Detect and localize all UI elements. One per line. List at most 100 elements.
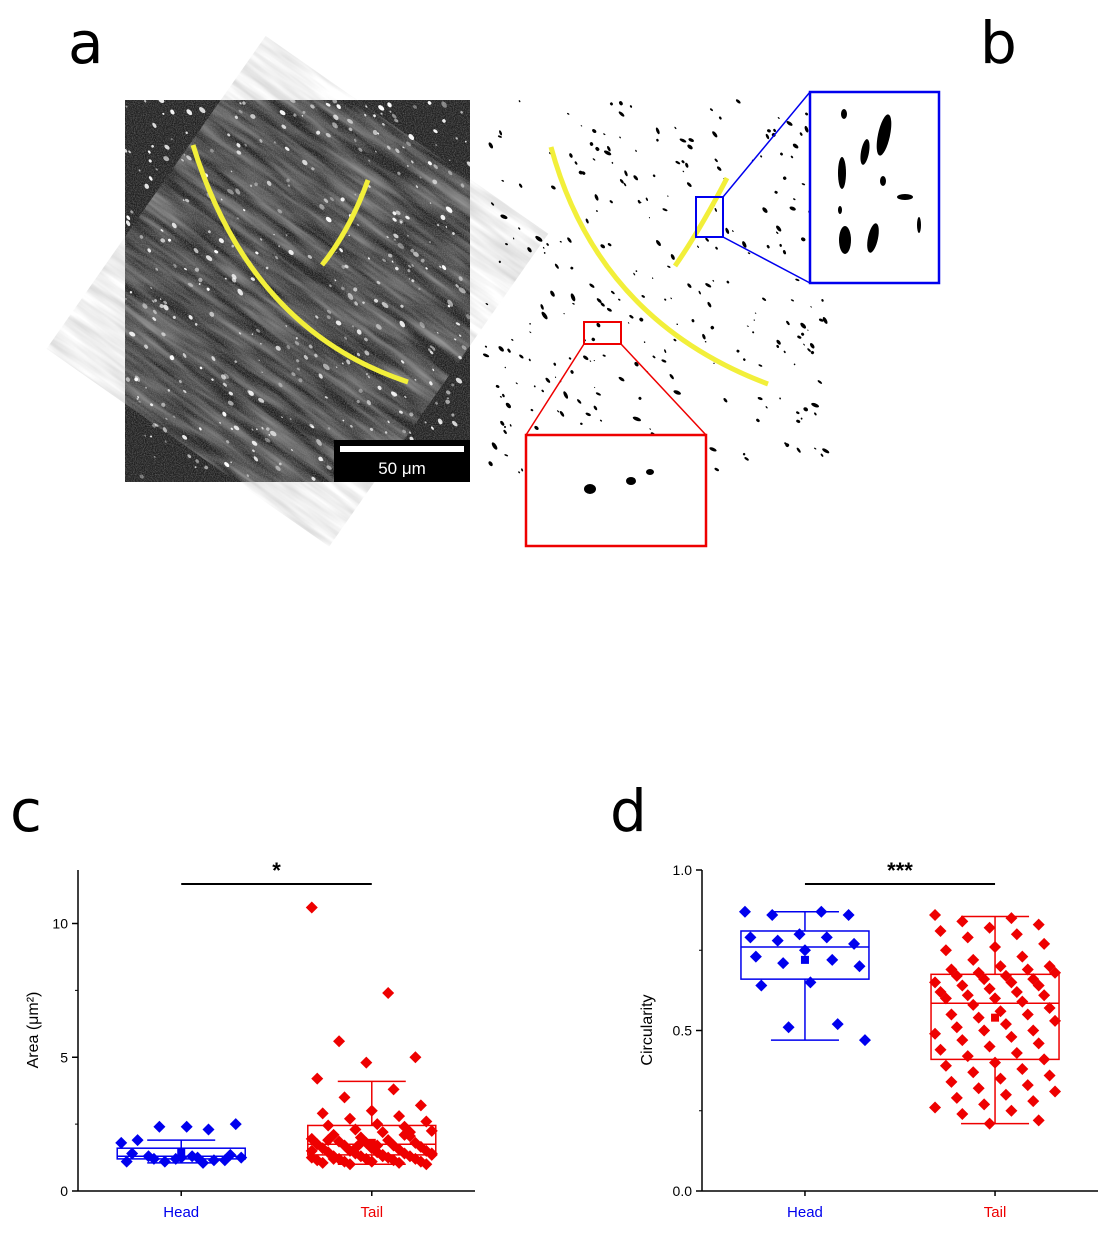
segmented-particle — [698, 290, 701, 295]
bright-spot — [326, 315, 331, 320]
bright-spot — [447, 170, 453, 176]
segmented-particle — [566, 112, 570, 115]
segmented-particle — [611, 290, 615, 295]
data-point-tail — [1016, 995, 1029, 1008]
segmented-particle — [641, 295, 645, 298]
segmented-particle — [648, 217, 650, 219]
bright-spot — [394, 118, 399, 123]
data-point-tail — [327, 1152, 340, 1165]
bright-spot — [185, 131, 188, 135]
segmented-particle — [822, 317, 828, 324]
segmented-particle — [540, 304, 544, 310]
bright-spot — [358, 147, 363, 152]
data-point-tail — [311, 1072, 324, 1085]
bright-spot — [368, 159, 371, 162]
bright-spot — [289, 418, 292, 421]
bright-spot — [236, 217, 239, 220]
data-point-tail — [1027, 1095, 1040, 1108]
segmented-particle — [757, 396, 763, 401]
bright-spot — [408, 278, 411, 280]
data-point-tail — [989, 992, 1002, 1005]
bright-spot — [351, 325, 354, 328]
data-point-tail — [961, 1050, 974, 1063]
bright-spot — [255, 251, 259, 255]
segmented-particle — [736, 349, 740, 353]
category-label-head: Head — [163, 1204, 199, 1221]
bright-spot — [428, 241, 432, 244]
segmented-particle — [675, 161, 681, 165]
bright-spot — [238, 332, 242, 335]
segmented-particle — [515, 382, 518, 385]
bright-spot — [153, 455, 156, 458]
segmented-particle — [609, 102, 613, 106]
segmented-particle — [664, 349, 667, 354]
data-point-tail — [1005, 912, 1018, 925]
bright-spot — [182, 435, 188, 440]
segmented-particle — [651, 277, 654, 279]
data-point-head — [804, 976, 817, 989]
segmented-particle — [742, 241, 747, 248]
data-point-tail — [956, 1034, 969, 1047]
bright-spot — [209, 148, 214, 153]
bright-spot — [310, 104, 315, 109]
category-label-head: Head — [787, 1204, 823, 1221]
data-point-tail — [360, 1056, 373, 1069]
segmented-particle — [574, 161, 578, 165]
segmented-particle — [570, 266, 574, 270]
bright-spot — [408, 133, 415, 141]
bright-spot — [346, 359, 351, 365]
bright-spot — [194, 267, 200, 272]
segmented-particle — [799, 132, 803, 136]
segmented-particle — [673, 390, 681, 395]
bright-spot — [458, 355, 462, 360]
bright-spot — [387, 253, 393, 258]
segmented-particle — [795, 278, 800, 282]
bright-spot — [294, 341, 300, 346]
bright-spot — [301, 115, 304, 117]
yellow-trace-long-b — [548, 146, 769, 387]
bright-spot — [275, 345, 281, 351]
segmented-particle — [758, 364, 763, 367]
segmented-particle — [607, 145, 611, 152]
bright-spot — [339, 248, 343, 253]
bright-spot — [139, 474, 145, 479]
segmentation-map — [482, 90, 941, 548]
bright-spot — [398, 410, 403, 414]
bright-spot — [138, 400, 141, 403]
data-point-head — [153, 1120, 166, 1133]
bright-spot — [258, 359, 260, 362]
panel-label-d: d — [610, 777, 647, 845]
segmented-particle — [511, 338, 514, 341]
segmented-particle — [762, 297, 767, 301]
segmented-particle — [634, 361, 639, 367]
segmented-particle — [535, 235, 543, 242]
segmented-particle — [518, 227, 521, 230]
bright-spot — [464, 140, 467, 143]
segmented-particle — [609, 200, 613, 204]
bright-spot — [327, 427, 331, 430]
segmented-particle — [528, 358, 531, 362]
bright-spot — [445, 399, 450, 404]
bright-spot — [278, 382, 283, 388]
segmented-particle — [801, 183, 806, 186]
segmented-particle — [713, 362, 715, 365]
segmented-particle — [624, 170, 628, 177]
data-point-tail — [950, 969, 963, 982]
data-point-tail — [305, 901, 318, 914]
segmented-particle — [593, 405, 598, 411]
data-point-head — [744, 931, 757, 944]
bright-spot — [126, 215, 131, 220]
bright-spot — [367, 257, 370, 260]
segmented-particle — [583, 355, 589, 361]
bright-spot — [291, 372, 296, 377]
chart-d: Circularity 0.0 0.5 1.0 Head Tail *** — [639, 858, 1098, 1221]
bright-spot — [335, 320, 342, 326]
bright-spot — [353, 138, 357, 143]
bright-spot — [145, 386, 148, 389]
segmented-particle — [784, 442, 788, 446]
ylabel-c: Area (μm²) — [25, 992, 42, 1069]
bright-spot — [233, 425, 240, 431]
bright-spot — [152, 300, 155, 303]
segmented-particle — [495, 384, 500, 388]
segmented-particle — [704, 341, 707, 343]
